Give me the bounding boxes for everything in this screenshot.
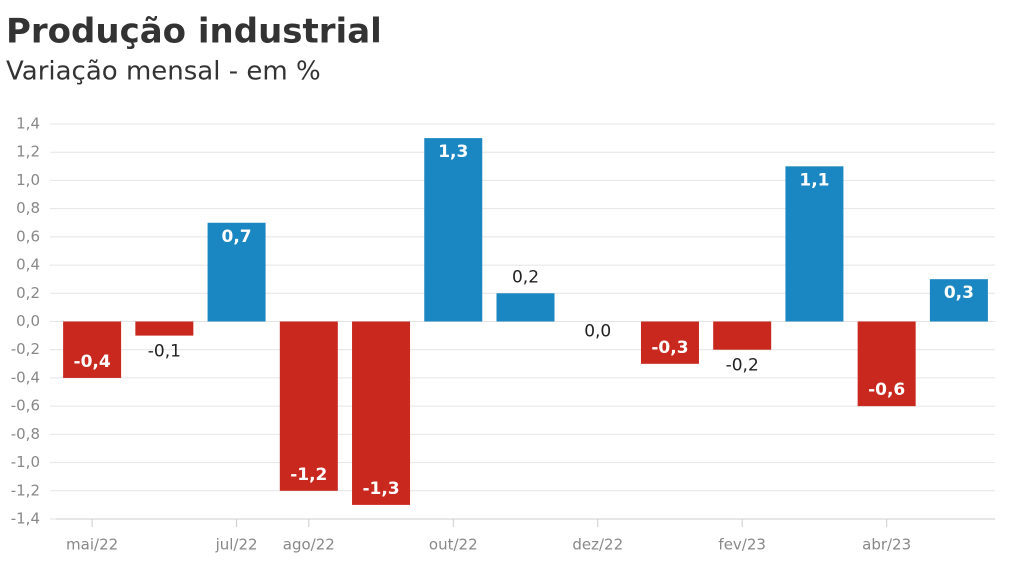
x-tick-label: fev/23	[718, 536, 766, 554]
value-label: -0,1	[148, 342, 181, 362]
y-tick-label: 0,4	[16, 256, 40, 274]
bar	[135, 321, 194, 336]
x-tick-label: mai/22	[66, 536, 118, 554]
value-label: 0,0	[584, 322, 611, 342]
y-tick-label: 1,2	[16, 143, 40, 161]
y-tick-label: -0,8	[11, 425, 40, 443]
value-label: -1,3	[362, 479, 399, 499]
value-label: -1,2	[290, 465, 327, 485]
y-tick-label: 0,2	[16, 284, 40, 302]
value-label: 1,3	[438, 142, 468, 162]
y-tick-label: -1,0	[11, 453, 40, 471]
y-tick-label: -0,4	[11, 368, 40, 386]
value-label: -0,2	[726, 356, 759, 376]
bar	[496, 293, 555, 322]
y-tick-label: 1,4	[16, 115, 40, 133]
x-tick-label: dez/22	[572, 536, 623, 554]
value-label: 0,7	[222, 227, 252, 247]
y-tick-label: 1,0	[16, 171, 40, 189]
bar	[279, 321, 338, 491]
chart-subtitle: Variação mensal - em %	[6, 57, 321, 87]
y-tick-label: -0,6	[11, 397, 40, 415]
x-tick-label: ago/22	[283, 536, 335, 554]
bar	[207, 222, 266, 322]
y-tick-label: 0,6	[16, 227, 40, 245]
bar	[352, 321, 411, 505]
y-tick-label: 0,0	[16, 312, 40, 330]
bar	[640, 321, 699, 364]
bar	[63, 321, 122, 378]
value-label: -0,3	[651, 338, 688, 358]
x-tick-label: abr/23	[862, 536, 911, 554]
y-tick-label: -0,2	[11, 340, 40, 358]
value-label: -0,6	[868, 380, 905, 400]
bar	[713, 321, 772, 350]
x-tick-label: out/22	[429, 536, 478, 554]
value-label: 0,3	[944, 283, 974, 303]
value-label: 0,2	[512, 267, 539, 287]
x-tick-label: jul/22	[215, 536, 258, 554]
bar	[424, 138, 483, 322]
bar	[929, 279, 988, 322]
y-tick-label: 0,8	[16, 199, 40, 217]
bar	[857, 321, 916, 407]
chart-title: Produção industrial	[6, 12, 382, 52]
y-tick-label: -1,2	[11, 481, 40, 499]
value-label: -0,4	[74, 352, 111, 372]
value-label: 1,1	[799, 170, 829, 190]
bar	[785, 166, 844, 322]
y-tick-label: -1,4	[11, 510, 40, 528]
